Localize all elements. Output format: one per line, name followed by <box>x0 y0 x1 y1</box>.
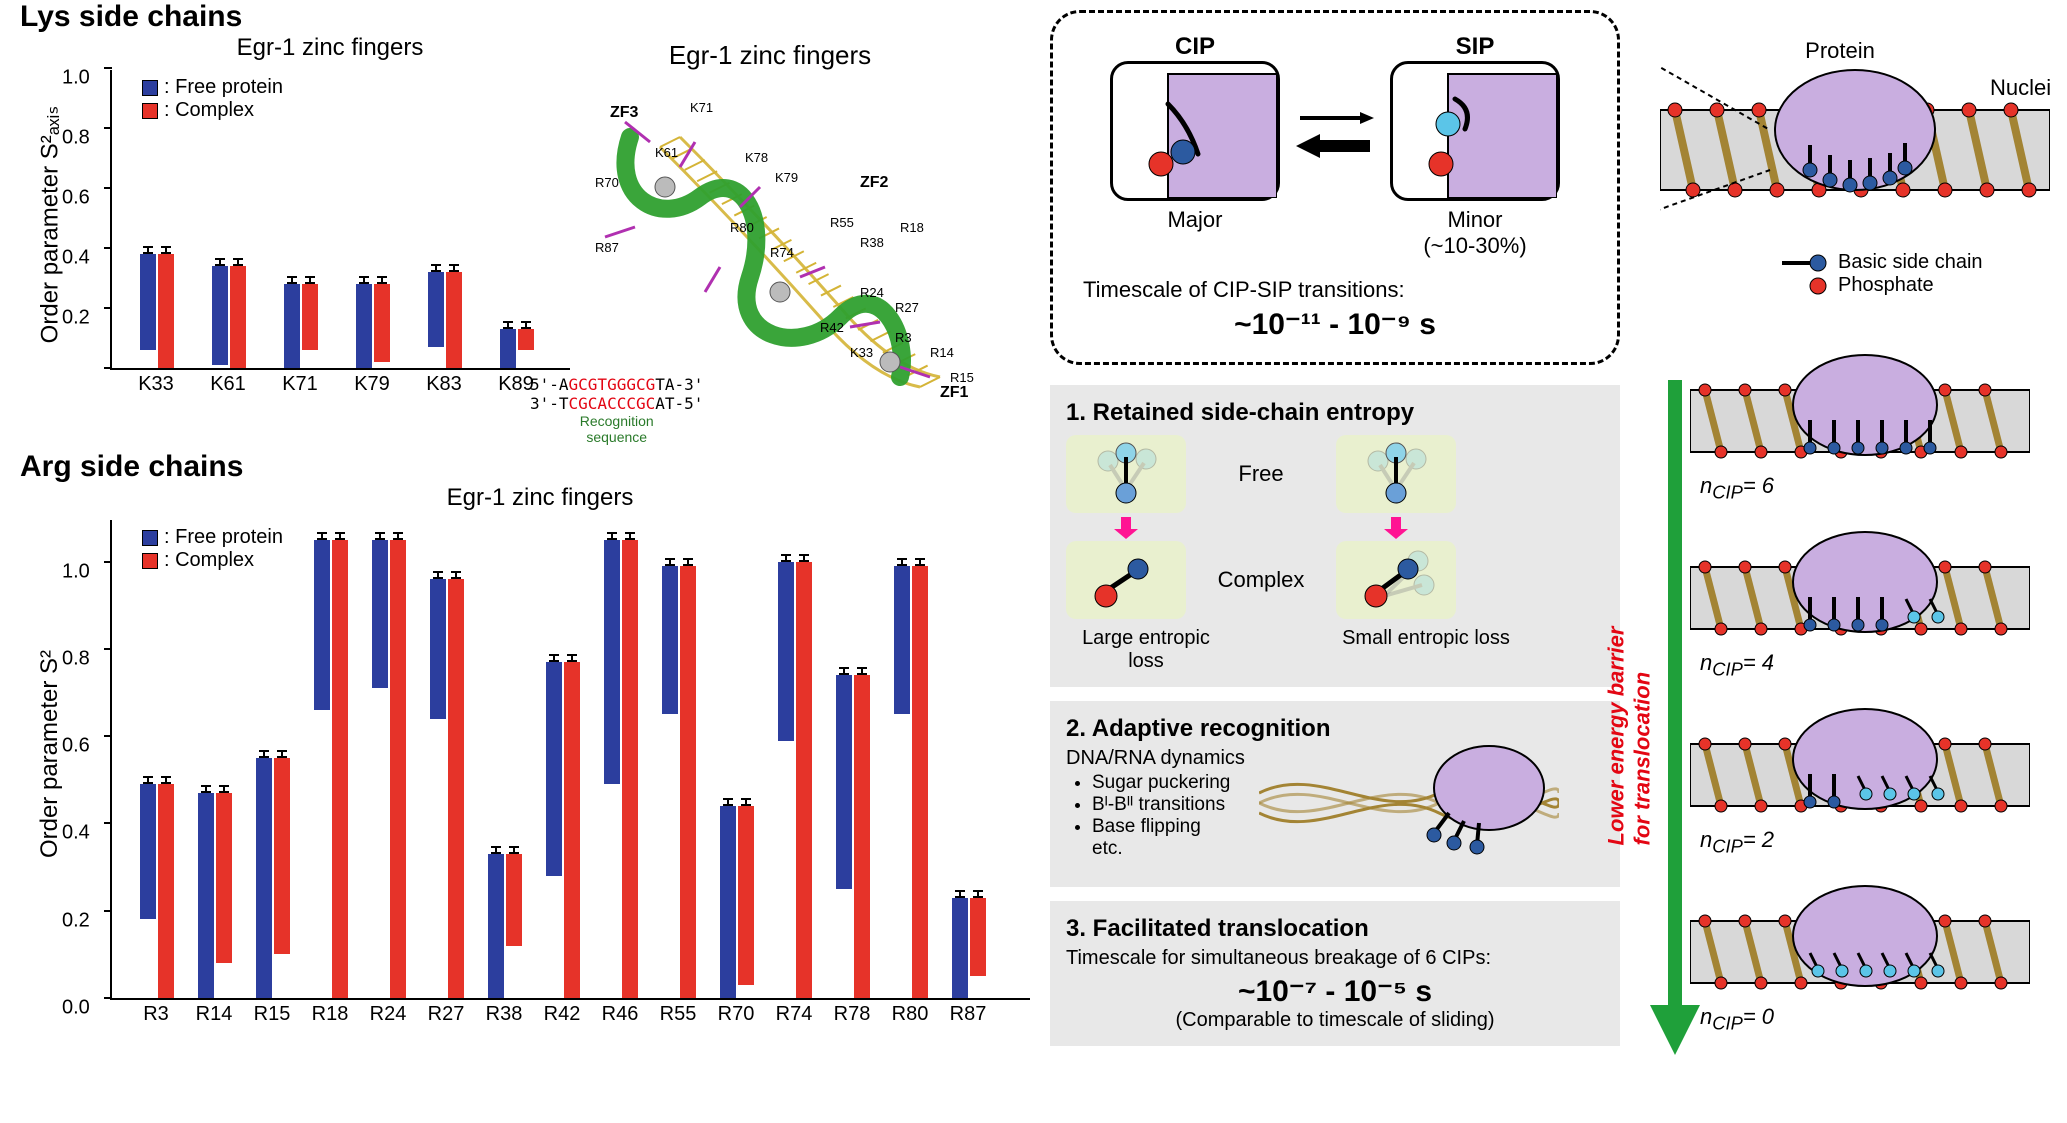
panel2-sub: DNA/RNA dynamics <box>1066 747 1245 770</box>
svg-text:R55: R55 <box>830 215 854 230</box>
svg-text:ZF3: ZF3 <box>610 104 639 121</box>
svg-text:R74: R74 <box>770 245 794 260</box>
lys-ylabel: Order parameter S²ₐₓᵢₛ <box>36 85 65 365</box>
protein-label: Protein <box>1805 40 1875 63</box>
panel-adaptive: 2. Adaptive recognition DNA/RNA dynamics… <box>1050 701 1620 887</box>
svg-text:R15: R15 <box>950 370 974 385</box>
svg-text:R42: R42 <box>820 320 844 335</box>
lys-chart-title: Egr-1 zinc fingers <box>80 34 580 62</box>
svg-text:ZF2: ZF2 <box>860 174 889 191</box>
large-entropic-loss: Large entropic loss <box>1066 627 1226 673</box>
svg-text:K61: K61 <box>655 145 678 160</box>
arg-section-title: Arg side chains <box>20 450 1020 484</box>
svg-text:R18: R18 <box>900 220 924 235</box>
arg-chart: Order parameter S² : Free protein: Compl… <box>110 520 1020 1000</box>
sip-title: SIP <box>1390 33 1560 61</box>
ncip-stack: nCIP= 6 nCIP= 4 nCIP= 2 nCIP= 0 <box>1690 340 2030 1048</box>
equilibrium-arrows <box>1290 98 1380 173</box>
recognition-label: Recognitionsequence <box>530 413 703 445</box>
svg-text:R14: R14 <box>930 345 954 360</box>
nucleic-acid-label: Nucleic acid <box>1990 75 2050 100</box>
arg-chart-area: : Free protein: Complex 0.00.20.40.60.81… <box>110 520 1030 1000</box>
structure-svg: ZF3 ZF2 ZF1 K71K61 R70R87 K78K79 R80R74 … <box>540 77 1000 407</box>
svg-text:R3: R3 <box>895 330 912 345</box>
small-entropic-loss: Small entropic loss <box>1336 627 1516 673</box>
timescale-value: ~10⁻¹¹ - 10⁻⁹ s <box>1083 307 1587 342</box>
structure-title: Egr-1 zinc fingers <box>540 40 1000 71</box>
arg-section: Arg side chains Egr-1 zinc fingers Order… <box>20 450 1020 1000</box>
svg-text:R70: R70 <box>595 175 619 190</box>
arg-ylabel: Order parameter S² <box>36 624 64 884</box>
svg-text:ZF1: ZF1 <box>940 384 969 401</box>
timescale-label: Timescale of CIP-SIP transitions: <box>1083 277 1587 303</box>
cip-sub: Major <box>1110 207 1280 233</box>
panel3-line1: Timescale for simultaneous breakage of 6… <box>1066 947 1604 970</box>
svg-text:R38: R38 <box>860 235 884 250</box>
arg-chart-title: Egr-1 zinc fingers <box>80 484 1000 512</box>
panel-entropy: 1. Retained side-chain entropy Free <box>1050 385 1620 687</box>
protein-dna-diagram: Protein Nucleic acid Basic side chain Ph… <box>1660 40 2050 297</box>
lys-legend: : Free protein: Complex <box>142 76 283 122</box>
panel-translocation: 3. Facilitated translocation Timescale f… <box>1050 901 1620 1046</box>
right-column: CIP Major <box>1050 10 2050 1046</box>
panel3-line2: (Comparable to timescale of sliding) <box>1066 1009 1604 1032</box>
panel2-title: 2. Adaptive recognition <box>1066 715 1604 743</box>
legend-phosphate: Phosphate <box>1780 274 2050 297</box>
lys-section-title: Lys side chains <box>20 0 1020 34</box>
sip-sub: Minor (~10-30%) <box>1390 207 1560 259</box>
green-arrow <box>1650 380 1700 1060</box>
cip-sip-box: CIP Major <box>1050 10 1620 365</box>
svg-text:R87: R87 <box>595 240 619 255</box>
structure-diagram: Egr-1 zinc fingers <box>540 40 1000 440</box>
panel1-title: 1. Retained side-chain entropy <box>1066 399 1604 427</box>
svg-text:K71: K71 <box>690 100 713 115</box>
cip-title: CIP <box>1110 33 1280 61</box>
svg-text:R27: R27 <box>895 300 919 315</box>
complex-label: Complex <box>1206 567 1316 593</box>
svg-text:R24: R24 <box>860 285 884 300</box>
panel3-value: ~10⁻⁷ - 10⁻⁵ s <box>1066 974 1604 1009</box>
cip-state-box <box>1110 61 1280 201</box>
legend-basic-sidechain: Basic side chain <box>1780 251 2050 274</box>
panel2-bullets: Sugar puckeringBᴵ-Bᴵᴵ transitionsBase fl… <box>1092 772 1245 860</box>
lys-chart-area: : Free protein: Complex 0.20.40.60.81.0K… <box>110 70 570 370</box>
free-label: Free <box>1206 461 1316 487</box>
adaptive-svg <box>1259 743 1559 873</box>
svg-text:R80: R80 <box>730 220 754 235</box>
left-column: Lys side chains Egr-1 zinc fingers Order… <box>20 0 1020 1000</box>
svg-text:K33: K33 <box>850 345 873 360</box>
panel3-title: 3. Facilitated translocation <box>1066 915 1604 943</box>
svg-text:K78: K78 <box>745 150 768 165</box>
sip-state-box <box>1390 61 1560 201</box>
svg-text:K79: K79 <box>775 170 798 185</box>
red-text-1: Lower energy barrierfor translocation <box>1603 627 1655 846</box>
recognition-seq: 5'-AGCGTGGGCGTA-3' 3'-TCGCACCCGCAT-5' Re… <box>530 375 703 445</box>
arg-legend: : Free protein: Complex <box>142 526 283 572</box>
